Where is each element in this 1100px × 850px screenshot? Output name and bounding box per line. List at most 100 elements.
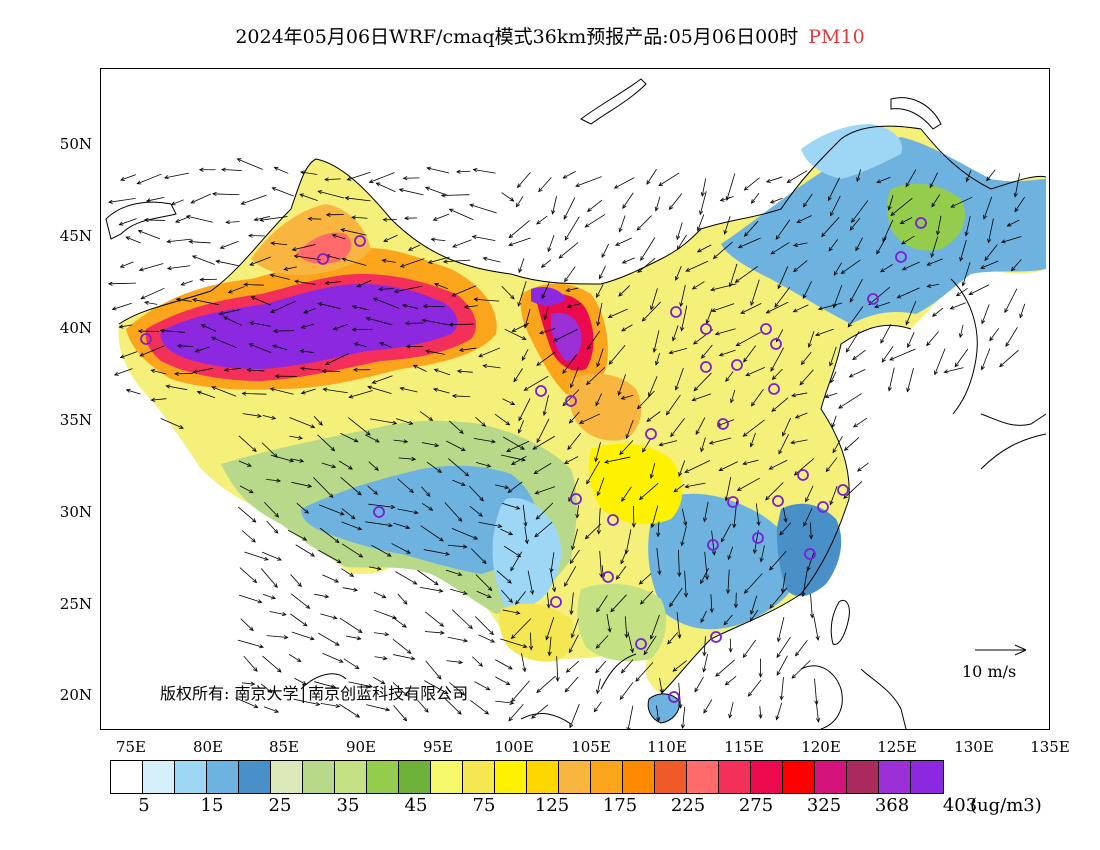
wind-arrow <box>353 342 367 348</box>
wind-arrow <box>348 417 371 436</box>
wind-arrow <box>747 679 762 697</box>
wind-arrow <box>463 304 478 309</box>
wind-arrow <box>696 214 705 232</box>
wind-arrow <box>320 703 341 709</box>
wind-arrow <box>575 505 580 519</box>
wind-arrow <box>266 635 289 640</box>
wind-arrow <box>736 477 760 491</box>
wind-arrow <box>550 570 557 593</box>
wind-arrow <box>540 259 552 268</box>
wind-arrow <box>500 638 528 649</box>
wind-arrow <box>508 704 524 722</box>
wind-arrow <box>332 323 348 331</box>
wind-arrow <box>290 574 302 588</box>
wind-arrow <box>322 652 344 663</box>
wind-arrow <box>874 301 891 309</box>
wind-arrow <box>538 177 552 193</box>
wind-arrow <box>558 242 579 259</box>
wind-arrow <box>658 440 678 447</box>
wind-arrow <box>244 551 269 561</box>
wind-arrow <box>348 681 374 689</box>
wind-arrow <box>447 544 468 549</box>
wind-arrow <box>604 456 631 464</box>
wind-reference-label: 10 m/s <box>962 662 1017 681</box>
legend-swatch <box>271 761 303 793</box>
wind-arrow <box>243 282 264 287</box>
wind-arrow <box>341 257 367 266</box>
wind-arrow <box>815 700 821 723</box>
wind-arrow <box>833 262 842 276</box>
city-marker <box>645 428 657 440</box>
city-marker <box>535 385 547 397</box>
wind-arrow <box>943 367 964 374</box>
wind-arrow <box>949 302 966 310</box>
wind-arrow <box>399 386 418 393</box>
wind-arrow <box>802 281 812 300</box>
wind-arrow <box>176 343 193 348</box>
wind-arrow <box>718 461 738 472</box>
wind-arrow <box>793 260 808 273</box>
wind-arrow <box>262 655 282 673</box>
wind-arrow <box>638 573 652 585</box>
wind-arrow <box>791 660 811 679</box>
lat-label-45n: 45N <box>59 227 92 245</box>
wind-arrow <box>401 303 418 309</box>
hainan-island <box>647 693 680 724</box>
wind-arrow <box>668 193 683 211</box>
wind-arrow <box>404 216 418 221</box>
wind-arrow <box>563 456 579 464</box>
wind-arrow <box>1000 236 1022 244</box>
wind-arrow <box>1006 219 1020 227</box>
wind-arrow <box>472 167 496 174</box>
wind-arrow <box>714 328 736 336</box>
map-frame[interactable] <box>100 68 1050 730</box>
legend-label: 25 <box>268 795 292 816</box>
wind-arrow <box>715 659 735 677</box>
wind-arrow <box>673 483 685 493</box>
wind-arrow <box>365 521 393 528</box>
wind-arrow <box>711 303 735 313</box>
wind-arrow <box>650 505 659 529</box>
wind-arrow <box>899 217 913 224</box>
wind-arrow <box>827 177 840 202</box>
lat-label-30n: 30N <box>59 503 92 521</box>
wind-arrow <box>314 681 337 689</box>
wind-arrow <box>624 529 632 555</box>
wind-arrow <box>521 653 527 673</box>
wind-arrow <box>371 544 392 557</box>
legend-swatch <box>495 761 527 793</box>
wind-arrow <box>718 349 736 357</box>
wind-arrow <box>876 176 891 184</box>
wind-arrow <box>624 616 629 639</box>
wind-arrow <box>291 481 313 488</box>
wind-arrow <box>150 397 167 402</box>
wind-arrow <box>543 306 549 321</box>
wind-arrow <box>365 316 393 326</box>
wind-arrow <box>211 191 240 197</box>
wind-arrow <box>961 262 971 287</box>
wind-arrow <box>849 217 861 231</box>
wind-arrow <box>567 433 581 451</box>
wind-arrow <box>393 522 411 530</box>
wind-arrow <box>263 501 280 518</box>
legend-label: 225 <box>670 795 706 816</box>
wind-arrow <box>619 682 634 701</box>
wind-arrow <box>619 440 634 456</box>
wind-arrow <box>585 367 606 386</box>
wind-arrow <box>425 349 445 355</box>
wind-arrow <box>120 174 137 181</box>
wind-arrow <box>742 459 759 466</box>
wind-arrow <box>341 521 363 531</box>
wind-arrow <box>800 352 812 366</box>
wind-arrow <box>495 676 511 686</box>
wind-arrow <box>712 241 733 260</box>
wind-arrow <box>776 616 785 643</box>
yunnan-yellow <box>499 603 575 662</box>
wind-arrow <box>889 348 916 361</box>
wind-arrow <box>531 704 549 719</box>
wind-arrow <box>596 348 604 368</box>
wind-arrow <box>397 593 408 605</box>
wind-arrow <box>299 366 321 371</box>
wind-arrow <box>238 460 252 467</box>
wind-arrow <box>175 297 192 302</box>
